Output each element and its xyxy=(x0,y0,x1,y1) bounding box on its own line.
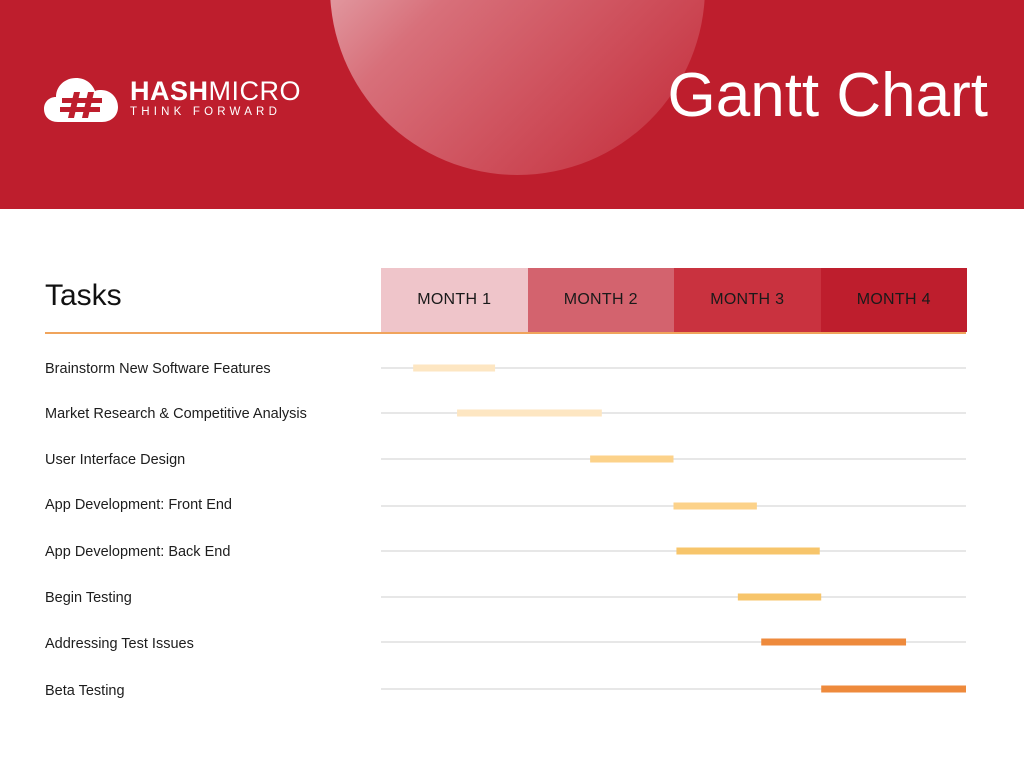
task-bar xyxy=(457,409,602,417)
header-divider xyxy=(45,332,966,334)
task-bar xyxy=(673,502,757,510)
cloud-hash-icon xyxy=(44,78,118,122)
month-header-3: MONTH 3 xyxy=(674,268,821,332)
task-bar xyxy=(821,685,966,693)
brand-tagline: THINK FORWARD xyxy=(130,106,282,118)
task-label: Begin Testing xyxy=(45,590,132,606)
month-header-4: MONTH 4 xyxy=(820,268,967,332)
task-label: Brainstorm New Software Features xyxy=(45,361,271,377)
task-label: Beta Testing xyxy=(45,683,125,699)
task-label: Addressing Test Issues xyxy=(45,636,194,652)
task-label: App Development: Back End xyxy=(45,544,231,560)
task-bar xyxy=(761,638,907,646)
page-title: Gantt Chart xyxy=(667,61,988,130)
tasks-heading: Tasks xyxy=(45,279,122,312)
hashmicro-logo: HASHMICRO THINK FORWARD xyxy=(44,72,314,132)
task-bar xyxy=(590,455,674,463)
brand-name: HASHMICRO xyxy=(130,76,302,106)
month-header-1: MONTH 1 xyxy=(381,268,528,332)
task-label: User Interface Design xyxy=(45,452,186,468)
month-header-2: MONTH 2 xyxy=(527,268,674,332)
header-banner: HASHMICRO THINK FORWARD Gantt Chart xyxy=(0,0,1024,209)
task-bar xyxy=(737,593,822,601)
task-bar xyxy=(676,547,820,555)
task-label: App Development: Front End xyxy=(45,497,232,513)
task-bar xyxy=(413,364,496,372)
task-label: Market Research & Competitive Analysis xyxy=(45,406,307,422)
